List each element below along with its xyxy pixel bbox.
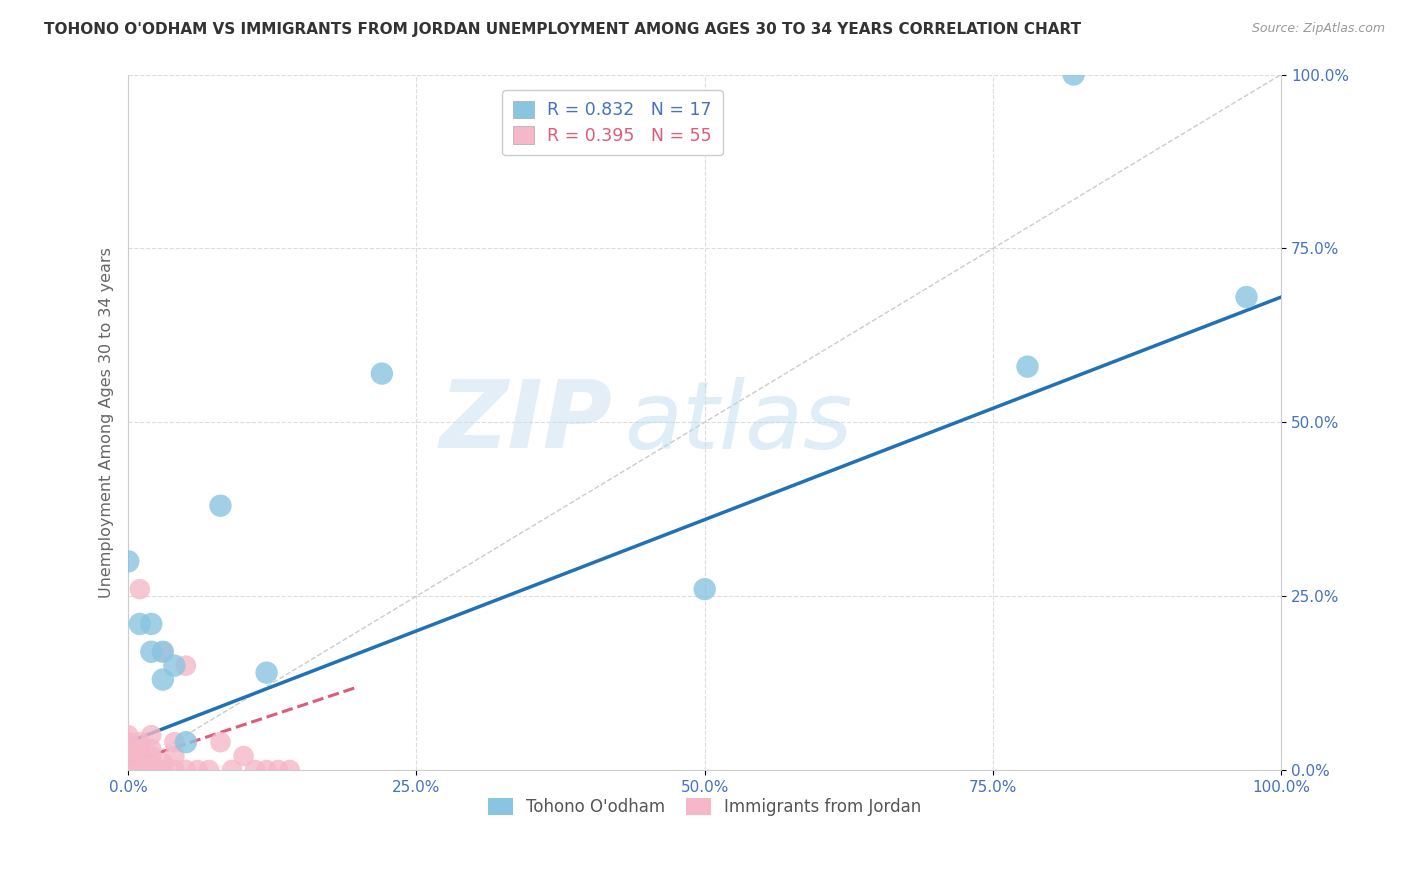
Text: ZIP: ZIP [440,376,613,468]
Point [174,658,197,673]
Point [117,763,139,777]
Point [221,763,243,777]
Point [128,763,150,777]
Point [209,499,232,513]
Point [128,616,150,631]
Point [141,616,163,631]
Point [117,763,139,777]
Point [128,735,150,749]
Point [163,763,186,777]
Point [128,756,150,770]
Point [141,749,163,764]
Point [128,582,150,597]
Point [117,763,139,777]
Point [117,728,139,742]
Point [117,742,139,756]
Point [141,756,163,770]
Point [693,582,716,597]
Point [117,735,139,749]
Point [117,763,139,777]
Point [128,749,150,764]
Point [163,749,186,764]
Point [128,763,150,777]
Point [174,735,197,749]
Point [117,756,139,770]
Point [278,763,301,777]
Point [152,645,174,659]
Text: TOHONO O'ODHAM VS IMMIGRANTS FROM JORDAN UNEMPLOYMENT AMONG AGES 30 TO 34 YEARS : TOHONO O'ODHAM VS IMMIGRANTS FROM JORDAN… [44,22,1081,37]
Point [141,728,163,742]
Point [117,763,139,777]
Point [371,367,394,381]
Point [1236,290,1258,304]
Point [117,749,139,764]
Point [1017,359,1039,374]
Point [117,554,139,568]
Y-axis label: Unemployment Among Ages 30 to 34 years: Unemployment Among Ages 30 to 34 years [100,247,114,598]
Point [1063,68,1085,82]
Point [117,763,139,777]
Text: atlas: atlas [624,376,852,467]
Point [117,763,139,777]
Text: Source: ZipAtlas.com: Source: ZipAtlas.com [1251,22,1385,36]
Point [152,645,174,659]
Point [267,763,290,777]
Point [152,763,174,777]
Point [256,763,278,777]
Point [163,735,186,749]
Legend: Tohono O'odham, Immigrants from Jordan: Tohono O'odham, Immigrants from Jordan [479,789,929,824]
Point [152,756,174,770]
Point [256,665,278,680]
Point [141,645,163,659]
Point [128,742,150,756]
Point [232,749,254,764]
Point [163,658,186,673]
Point [243,763,266,777]
Point [152,763,174,777]
Point [174,763,197,777]
Point [117,763,139,777]
Point [152,673,174,687]
Point [141,763,163,777]
Point [186,763,208,777]
Point [209,735,232,749]
Point [141,742,163,756]
Point [117,763,139,777]
Point [198,763,221,777]
Point [117,756,139,770]
